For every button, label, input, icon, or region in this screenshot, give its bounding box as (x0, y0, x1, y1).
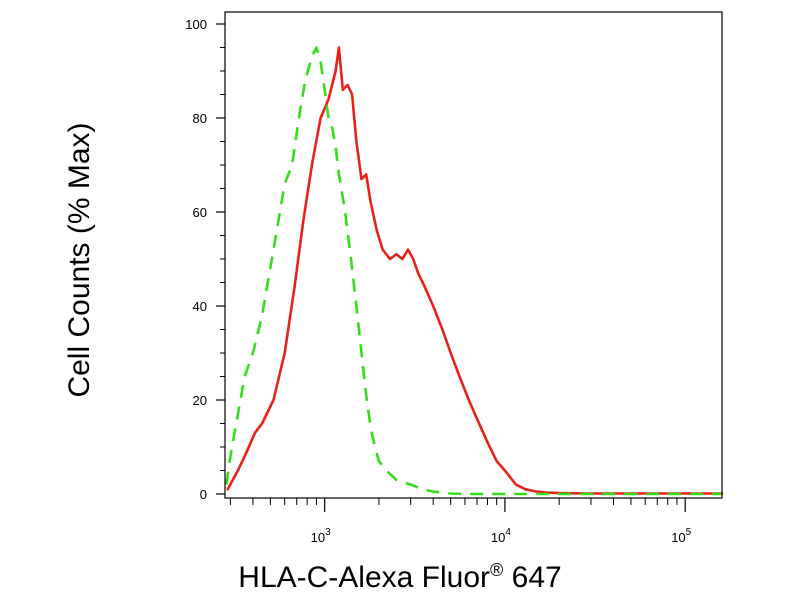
x-axis-title-suffix: 647 (503, 561, 562, 594)
series-curves (225, 46, 724, 496)
axes: 0 20 40 60 80 100 103 104 105 (185, 11, 723, 545)
registered-mark: ® (490, 560, 504, 580)
plot-frame (224, 11, 723, 499)
x-axis-title-text: HLA-C-Alexa Fluor (238, 561, 491, 594)
y-tick-label: 80 (193, 111, 207, 126)
x-tick-label: 103 (311, 527, 331, 545)
y-axis-title: Cell Counts (% Max) (63, 122, 96, 398)
x-axis-title: HLA-C-Alexa Fluor® 647 (0, 560, 800, 595)
series-line-2 (225, 46, 722, 496)
x-tick-label: 105 (671, 527, 691, 545)
x-tick-label: 104 (491, 527, 511, 545)
series-line-1 (226, 46, 724, 495)
y-tick-label: 0 (200, 487, 207, 502)
y-tick-label: 100 (185, 17, 207, 32)
y-tick-label: 20 (193, 393, 207, 408)
y-tick-label: 40 (193, 299, 207, 314)
y-axis-title-wrap: Cell Counts (% Max) (20, 80, 140, 440)
y-tick-label: 60 (193, 205, 207, 220)
